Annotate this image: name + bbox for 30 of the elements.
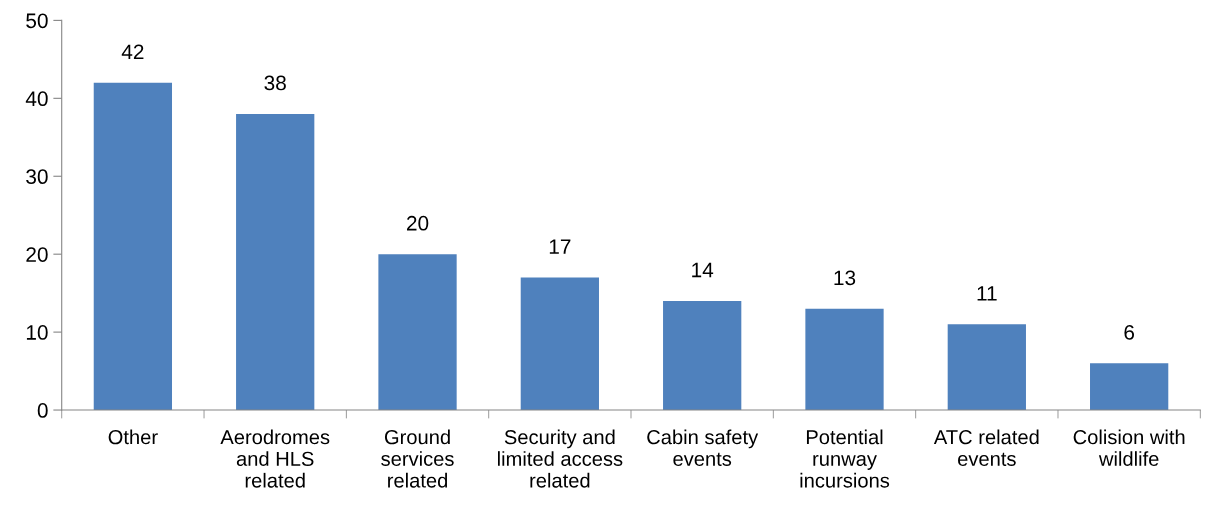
data-label: 6	[1124, 324, 1135, 340]
x-tick-label: ATC related events	[933, 429, 1039, 466]
bar	[378, 254, 457, 411]
bar	[520, 277, 599, 411]
bar	[93, 82, 173, 411]
bar	[805, 308, 884, 411]
y-tick-label: 40	[25, 91, 48, 107]
data-label: 42	[121, 44, 144, 59]
data-label: 17	[549, 239, 571, 254]
data-label: 20	[406, 215, 429, 231]
x-tick-label: Cabin safety events	[647, 429, 759, 466]
bar	[1090, 363, 1169, 411]
data-label: 38	[264, 75, 286, 91]
x-tick-label: Ground services related	[381, 429, 454, 488]
x-tick-label: Aerodromes and HLS related	[220, 429, 330, 488]
y-tick-label: 0	[37, 403, 48, 418]
y-tick-label: 10	[26, 325, 48, 340]
y-tick-label: 30	[26, 169, 48, 185]
x-tick-label: Potential runway incursions	[800, 429, 890, 488]
bar	[947, 324, 1026, 411]
y-tick-label: 50	[26, 13, 48, 29]
x-tick-label: Other	[108, 429, 158, 445]
data-label: 13	[834, 270, 856, 286]
data-label: 14	[692, 262, 714, 278]
bar	[236, 113, 315, 411]
y-tick-label: 20	[26, 247, 48, 262]
x-tick-label: Colision with wildlife	[1073, 429, 1185, 466]
x-tick-label: Security and limited access related	[497, 429, 623, 488]
bar	[663, 300, 742, 411]
data-label: 11	[977, 286, 997, 301]
